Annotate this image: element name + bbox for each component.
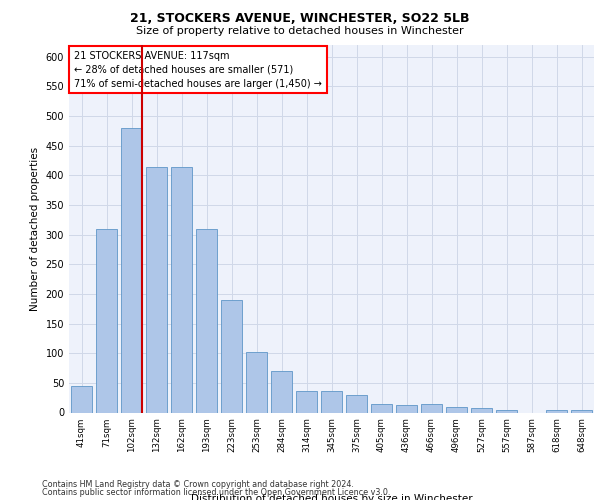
Bar bbox=[371, 404, 392, 412]
Text: Size of property relative to detached houses in Winchester: Size of property relative to detached ho… bbox=[136, 26, 464, 36]
Bar bbox=[496, 410, 517, 412]
Bar bbox=[446, 406, 467, 412]
Bar bbox=[471, 408, 492, 412]
Bar bbox=[146, 166, 167, 412]
Bar bbox=[321, 390, 342, 412]
Bar bbox=[296, 390, 317, 412]
Bar bbox=[121, 128, 142, 412]
Text: 21, STOCKERS AVENUE, WINCHESTER, SO22 5LB: 21, STOCKERS AVENUE, WINCHESTER, SO22 5L… bbox=[130, 12, 470, 26]
Y-axis label: Number of detached properties: Number of detached properties bbox=[30, 146, 40, 311]
Text: Contains HM Land Registry data © Crown copyright and database right 2024.: Contains HM Land Registry data © Crown c… bbox=[42, 480, 354, 489]
Text: 21 STOCKERS AVENUE: 117sqm
← 28% of detached houses are smaller (571)
71% of sem: 21 STOCKERS AVENUE: 117sqm ← 28% of deta… bbox=[74, 50, 322, 88]
Bar bbox=[196, 229, 217, 412]
Bar bbox=[421, 404, 442, 412]
Bar bbox=[271, 371, 292, 412]
Bar bbox=[246, 352, 267, 412]
Bar bbox=[346, 394, 367, 412]
Text: Contains public sector information licensed under the Open Government Licence v3: Contains public sector information licen… bbox=[42, 488, 391, 497]
X-axis label: Distribution of detached houses by size in Winchester: Distribution of detached houses by size … bbox=[191, 494, 472, 500]
Bar bbox=[546, 410, 567, 412]
Bar bbox=[396, 406, 417, 412]
Bar bbox=[221, 300, 242, 412]
Bar bbox=[171, 166, 192, 412]
Bar bbox=[96, 229, 117, 412]
Bar bbox=[71, 386, 92, 412]
Bar bbox=[571, 410, 592, 412]
